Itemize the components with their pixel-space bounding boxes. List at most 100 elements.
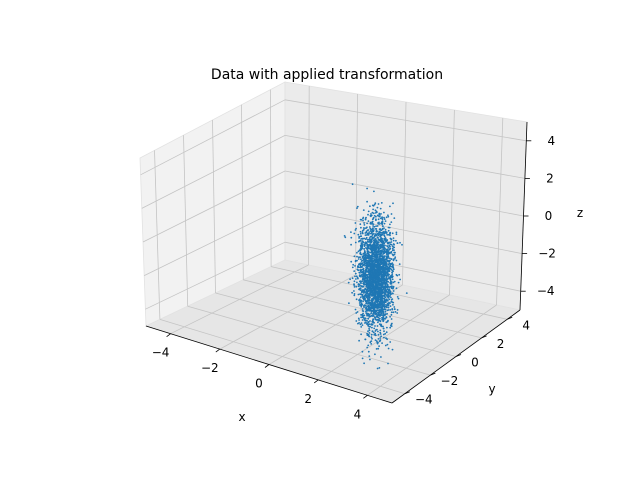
- scatter-point: [360, 322, 363, 324]
- scatter-point: [386, 343, 389, 346]
- scatter-point: [381, 228, 384, 231]
- scatter-point: [355, 312, 358, 314]
- scatter-point: [389, 341, 392, 343]
- scatter-point: [385, 238, 387, 240]
- scatter-point: [371, 299, 373, 302]
- scatter-point: [369, 214, 372, 217]
- scatter-point: [387, 306, 390, 309]
- scatter-point: [367, 293, 369, 296]
- scatter-point: [355, 320, 358, 322]
- scatter-point: [387, 251, 390, 254]
- scatter-point: [379, 238, 381, 241]
- scatter-point: [382, 266, 384, 269]
- scatter-point: [397, 281, 400, 284]
- scatter-point: [360, 333, 362, 336]
- scatter-point: [371, 295, 373, 297]
- scatter-point: [373, 258, 375, 260]
- grid-line-z: [284, 170, 524, 217]
- scatter-point: [381, 250, 384, 253]
- scatter-point: [367, 317, 369, 320]
- scatter-point: [369, 278, 372, 281]
- scatter-point: [358, 302, 361, 304]
- scatter-point: [383, 268, 386, 271]
- scatter-point: [368, 313, 371, 316]
- scatter-point: [366, 305, 369, 308]
- scatter-point: [377, 259, 380, 262]
- scatter-point: [389, 315, 391, 318]
- scatter-point: [386, 271, 389, 274]
- y-tick-mark: [481, 335, 487, 339]
- scatter-point: [387, 309, 390, 311]
- scatter-point: [381, 257, 383, 259]
- scatter-point: [383, 274, 385, 277]
- scatter-point: [383, 257, 385, 260]
- scatter-point: [376, 254, 379, 256]
- scatter-point: [383, 271, 386, 273]
- scatter-point: [371, 211, 374, 214]
- scatter-point: [353, 286, 356, 288]
- scatter-point: [375, 248, 378, 251]
- x-tick-label: 2: [304, 392, 312, 406]
- scatter-point: [363, 224, 366, 226]
- scatter-point: [355, 275, 358, 278]
- scatter-point: [373, 302, 376, 305]
- scatter-point: [361, 310, 364, 312]
- scatter-point: [370, 312, 372, 315]
- scatter-point: [382, 233, 384, 236]
- scatter-point: [382, 312, 385, 315]
- scatter-point: [368, 296, 371, 299]
- scatter-point: [360, 247, 362, 250]
- scatter-point: [376, 313, 378, 316]
- scatter-point: [389, 281, 392, 284]
- scatter-point: [360, 326, 363, 328]
- scatter-point: [369, 222, 372, 225]
- scatter-point: [379, 283, 381, 285]
- scatter-point: [360, 242, 363, 244]
- scatter-point: [357, 233, 360, 236]
- grid-line-z: [145, 241, 286, 310]
- scatter-point: [363, 295, 366, 298]
- scatter-point: [381, 296, 383, 299]
- scatter-point: [378, 284, 381, 287]
- scatter-point: [373, 203, 376, 206]
- y-tick-mark: [455, 354, 462, 357]
- scatter-point: [375, 234, 378, 237]
- scatter-point: [377, 218, 380, 221]
- scatter-point: [363, 253, 365, 255]
- scatter-point: [370, 324, 373, 326]
- scatter-point: [390, 274, 393, 277]
- x-axis-label: x: [238, 410, 245, 424]
- scatter-point: [368, 327, 370, 330]
- scatter-point: [372, 320, 374, 323]
- scatter-point: [392, 303, 394, 306]
- scatter-point: [381, 238, 383, 240]
- scatter-point: [387, 268, 390, 271]
- scatter-point: [383, 235, 386, 238]
- scatter-point: [377, 304, 379, 307]
- scatter-point: [392, 237, 395, 240]
- scatter-point: [389, 293, 392, 295]
- scatter-point: [381, 306, 384, 308]
- scatter-point: [395, 259, 398, 262]
- scatter-point: [373, 267, 376, 270]
- scatter-point: [383, 255, 386, 257]
- scatter-points: [343, 183, 408, 370]
- scatter-point: [392, 287, 394, 290]
- scatter-point: [375, 244, 377, 247]
- scatter-point: [361, 319, 364, 321]
- scatter-point: [377, 333, 380, 336]
- scatter-point: [372, 260, 375, 263]
- scatter-point: [405, 292, 408, 294]
- scatter-point: [382, 314, 385, 317]
- scatter-point: [377, 257, 380, 259]
- scatter-point: [385, 285, 387, 287]
- scatter-point: [384, 308, 387, 311]
- scatter-point: [383, 251, 386, 254]
- scatter-point: [387, 303, 390, 305]
- scatter-point: [378, 267, 380, 270]
- scatter-point: [396, 296, 399, 298]
- scatter-point: [389, 305, 392, 307]
- scatter-point: [392, 281, 395, 284]
- scatter-point: [359, 218, 362, 221]
- scatter-point: [380, 335, 382, 338]
